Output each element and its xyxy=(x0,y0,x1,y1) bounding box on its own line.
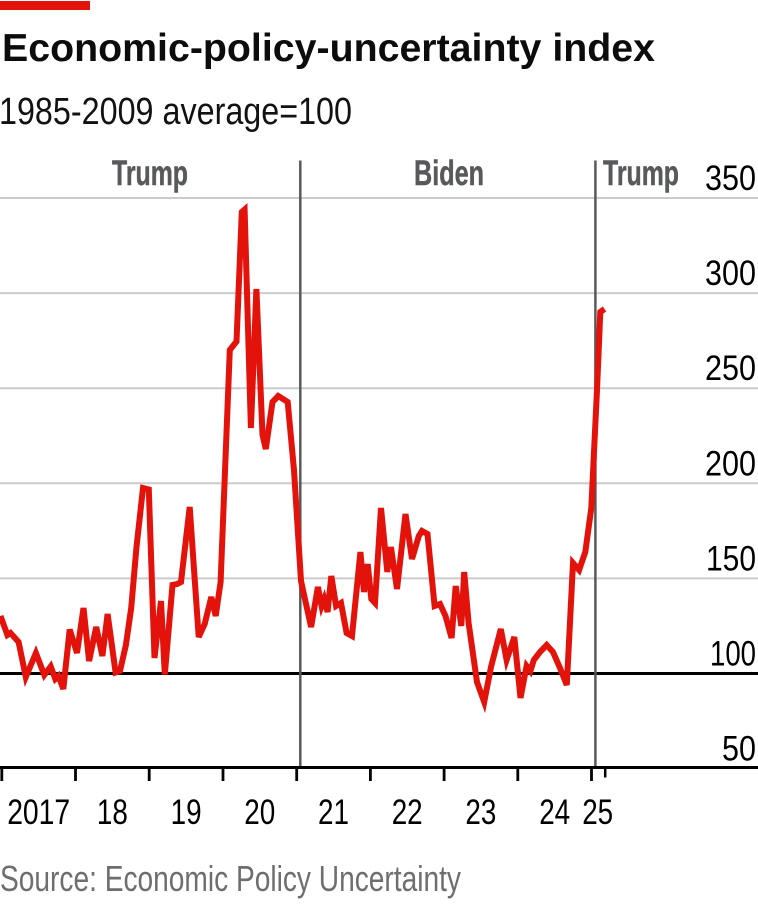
svg-text:150: 150 xyxy=(706,539,756,578)
svg-text:Source: Economic Policy Uncert: Source: Economic Policy Uncertainty xyxy=(0,858,461,899)
svg-text:1985-2009 average=100: 1985-2009 average=100 xyxy=(0,91,352,133)
svg-text:200: 200 xyxy=(705,444,756,483)
svg-text:250: 250 xyxy=(705,349,756,388)
svg-text:100: 100 xyxy=(710,635,756,674)
svg-text:350: 350 xyxy=(705,159,756,198)
svg-text:22: 22 xyxy=(392,793,423,832)
svg-text:Trump: Trump xyxy=(112,154,188,193)
svg-text:24: 24 xyxy=(539,793,570,832)
svg-text:25: 25 xyxy=(582,793,613,832)
svg-text:19: 19 xyxy=(171,793,202,832)
svg-text:23: 23 xyxy=(465,793,496,832)
svg-text:50: 50 xyxy=(722,730,756,769)
svg-text:2017: 2017 xyxy=(7,793,70,832)
svg-text:21: 21 xyxy=(318,793,349,832)
svg-text:Biden: Biden xyxy=(414,154,484,193)
svg-text:Economic-policy-uncertainty in: Economic-policy-uncertainty index xyxy=(2,27,656,70)
svg-text:18: 18 xyxy=(97,793,128,832)
svg-text:300: 300 xyxy=(705,254,756,293)
svg-text:Trump: Trump xyxy=(603,154,679,193)
svg-text:20: 20 xyxy=(244,793,275,832)
